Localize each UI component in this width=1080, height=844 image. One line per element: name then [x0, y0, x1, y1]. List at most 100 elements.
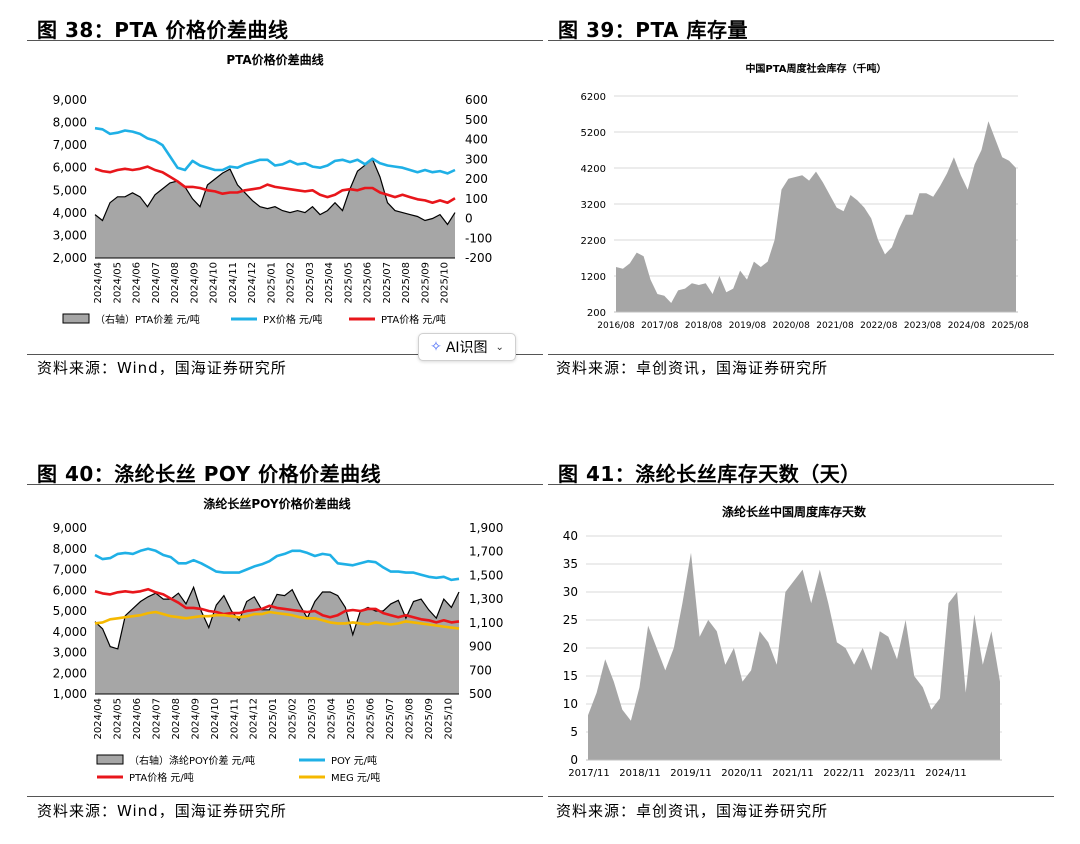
x-tick-label: 2025/06	[366, 698, 377, 740]
y-right-tick-label: 1,900	[469, 521, 503, 535]
legend-label: PTA价格 元/吨	[381, 313, 446, 326]
y-right-tick-label: 300	[465, 152, 488, 166]
ai-recognize-button[interactable]: ✧ AI识图 ⌄	[418, 333, 516, 361]
x-tick-label: 2024/11	[228, 262, 239, 304]
x-tick-label: 2023/11	[874, 768, 916, 779]
y-tick-label: 0	[570, 753, 578, 767]
legend-label: MEG 元/吨	[331, 771, 380, 784]
legend-label: （右轴）涤纶POY价差 元/吨	[129, 754, 255, 767]
y-tick-label: 25	[563, 613, 578, 627]
y-right-tick-label: 1,700	[469, 545, 503, 559]
x-tick-label: 2025/04	[327, 698, 338, 740]
x-tick-label: 2024/12	[247, 262, 258, 304]
divider	[27, 354, 543, 355]
y-tick-label: 40	[563, 529, 578, 543]
x-tick-label: 2016/08	[597, 321, 635, 331]
legend-label: PX价格 元/吨	[263, 313, 322, 326]
y-right-tick-label: 400	[465, 133, 488, 147]
x-tick-label: 2024/11	[925, 768, 967, 779]
x-tick-label: 2021/08	[816, 321, 854, 331]
y-tick-label: 1200	[581, 272, 606, 283]
y-tick-label: 5200	[581, 128, 606, 139]
series-line-1	[94, 547, 460, 582]
x-tick-label: 2025/07	[382, 262, 393, 304]
legend-label: PTA价格 元/吨	[129, 771, 194, 784]
source-note: 资料来源：Wind，国海证券研究所	[37, 359, 287, 377]
y-right-tick-label: 600	[465, 93, 488, 107]
x-tick-label: 2017/11	[568, 768, 610, 779]
x-tick-label: 2024/11	[229, 698, 240, 740]
series-line-1	[94, 126, 456, 175]
y-tick-label: 2200	[581, 236, 606, 247]
series-line-2	[94, 587, 460, 624]
chart-title: 中国PTA周度社会库存（千吨）	[745, 62, 886, 75]
divider	[27, 796, 543, 797]
y-tick-label: 6200	[581, 92, 606, 103]
y-left-tick-label: 1,000	[53, 687, 87, 701]
figure-38-panel: 图 38：PTA 价格价差曲线 PTA价格价差曲线 2,000 3,000 4,000…	[27, 12, 543, 392]
divider	[548, 796, 1054, 797]
x-tick-label: 2017/08	[641, 321, 679, 331]
y-right-tick-label: 0	[465, 212, 473, 226]
x-tick-label: 2019/08	[729, 321, 767, 331]
y-tick-label: 10	[563, 697, 578, 711]
x-tick-label: 2020/08	[773, 321, 811, 331]
y-left-tick-label: 5,000	[53, 604, 87, 618]
x-tick-label: 2025/05	[346, 698, 357, 740]
chart-title: 涤纶长丝中国周度库存天数	[722, 504, 867, 519]
inventory-area	[616, 121, 1016, 312]
pta-price-spread-chart: PTA价格价差曲线 2,000 3,000 4,000 5,000 6,000 7,000 8…	[53, 52, 493, 326]
legend-swatch	[96, 754, 124, 765]
x-tick-label: 2024/05	[113, 698, 124, 740]
y-right-tick-label: 700	[469, 663, 492, 677]
spread-area	[95, 587, 459, 694]
y-right-tick-label: 1,100	[469, 616, 503, 630]
divider	[27, 40, 543, 41]
figure-title: 图 39：PTA 库存量	[558, 18, 748, 42]
series-line-3	[94, 610, 460, 630]
figure-39-panel: 图 39：PTA 库存量 中国PTA周度社会库存（千吨） 200 1200 2200 3…	[548, 12, 1054, 392]
x-tick-label: 2024/08	[948, 321, 986, 331]
x-tick-label: 2025/02	[286, 262, 297, 304]
y-left-tick-label: 2,000	[53, 666, 87, 680]
y-left-tick-label: 2,000	[53, 251, 87, 265]
y-right-tick-label: 100	[465, 192, 488, 206]
x-tick-label: 2024/10	[209, 262, 220, 304]
y-tick-label: 3200	[581, 200, 606, 211]
y-left-tick-label: 5,000	[53, 183, 87, 197]
x-tick-label: 2025/09	[424, 698, 435, 740]
y-left-tick-label: 4,000	[53, 625, 87, 639]
y-tick-label: 30	[563, 585, 578, 599]
y-left-tick-label: 7,000	[53, 138, 87, 152]
divider	[27, 484, 543, 485]
source-note: 资料来源：卓创资讯，国海证券研究所	[556, 359, 829, 377]
y-left-tick-label: 8,000	[53, 542, 87, 556]
divider	[548, 484, 1054, 485]
x-tick-label: 2025/10	[440, 262, 451, 304]
chart-title: PTA价格价差曲线	[226, 52, 323, 67]
y-left-tick-label: 3,000	[53, 646, 87, 660]
x-tick-label: 2025/01	[266, 262, 277, 304]
x-tick-label: 2022/08	[860, 321, 898, 331]
inventory-area	[588, 552, 1000, 760]
x-tick-label: 2022/11	[823, 768, 865, 779]
figure-40-panel: 图 40：涤纶长丝 POY 价格价差曲线 涤纶长丝POY价格价差曲线 1,000 2…	[27, 456, 543, 836]
poy-price-spread-chart: 涤纶长丝POY价格价差曲线 1,000 2,000 3,000 4,000 5,000 6,…	[53, 496, 504, 784]
y-tick-label: 20	[563, 641, 578, 655]
y-left-tick-label: 8,000	[53, 116, 87, 130]
x-tick-label: 2025/08	[992, 321, 1030, 331]
y-left-tick-label: 4,000	[53, 206, 87, 220]
legend-swatch	[62, 313, 90, 324]
x-tick-label: 2025/02	[288, 698, 299, 740]
y-tick-label: 200	[587, 308, 606, 319]
figure-title: 图 38：PTA 价格价差曲线	[37, 18, 289, 42]
x-tick-label: 2025/08	[401, 262, 412, 304]
x-tick-label: 2025/03	[307, 698, 318, 740]
poy-inventory-days-chart: 涤纶长丝中国周度库存天数 0 5 10 15 20 25 30 35 40 2017/11 2018/…	[563, 504, 1002, 779]
source-note: 资料来源：卓创资讯，国海证券研究所	[556, 802, 829, 820]
divider	[548, 354, 1054, 355]
x-tick-label: 2025/09	[420, 262, 431, 304]
y-tick-label: 5	[570, 725, 578, 739]
x-tick-label: 2024/07	[151, 698, 162, 740]
x-tick-label: 2024/07	[151, 262, 162, 304]
